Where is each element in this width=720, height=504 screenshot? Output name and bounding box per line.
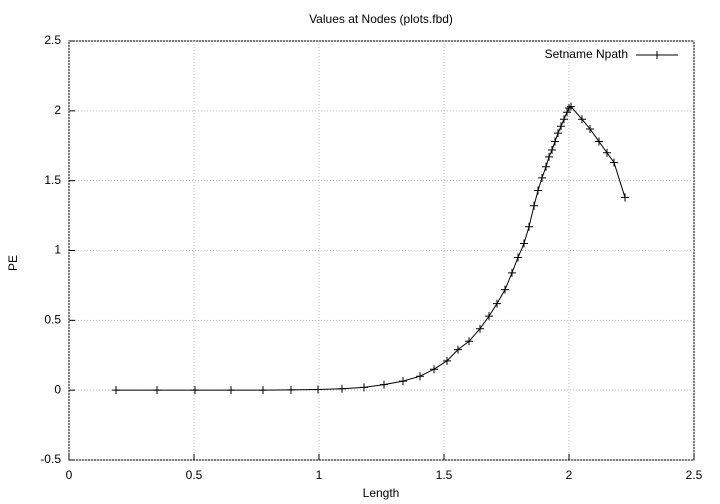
- point: [227, 386, 235, 395]
- point: [520, 239, 528, 248]
- y-tick-label: 0: [54, 382, 61, 396]
- point: [595, 137, 603, 146]
- point: [565, 104, 573, 113]
- point: [545, 152, 553, 161]
- point: [191, 386, 199, 395]
- point: [508, 268, 516, 277]
- point: [578, 115, 586, 124]
- point: [287, 385, 295, 394]
- point: [360, 383, 368, 392]
- point: [399, 377, 407, 386]
- point: [560, 115, 568, 124]
- series-line: [116, 105, 626, 391]
- point: [476, 324, 484, 333]
- point: [501, 285, 509, 294]
- point: [314, 385, 322, 394]
- point: [259, 386, 267, 395]
- y-tick-label: -0.5: [40, 452, 61, 466]
- point: [567, 102, 575, 111]
- x-tick-label: 2.5: [686, 468, 703, 482]
- legend-label: Setname Npath: [545, 47, 628, 61]
- point: [551, 137, 559, 146]
- point: [557, 122, 565, 131]
- legend-marker: [653, 51, 661, 59]
- point: [112, 386, 120, 395]
- x-axis-label: Length: [363, 486, 400, 500]
- point: [493, 299, 501, 308]
- point: [443, 356, 451, 365]
- point: [380, 380, 388, 389]
- y-tick-label: 2: [54, 103, 61, 117]
- point: [603, 148, 611, 157]
- point: [514, 253, 522, 262]
- y-tick-label: 1.5: [44, 173, 61, 187]
- y-axis-label: PE: [6, 255, 20, 271]
- point: [416, 372, 424, 381]
- x-tick-label: 0.5: [186, 468, 203, 482]
- y-tick-label: 0.5: [44, 313, 61, 327]
- point: [610, 158, 618, 167]
- point: [534, 186, 542, 195]
- point: [485, 312, 493, 321]
- y-tick-label: 1: [54, 243, 61, 257]
- y-tick-label: 2.5: [44, 33, 61, 47]
- x-tick-label: 1: [316, 468, 323, 482]
- point: [554, 129, 562, 138]
- point: [548, 145, 556, 154]
- point: [454, 345, 462, 354]
- point: [338, 384, 346, 393]
- x-tick-label: 2: [566, 468, 573, 482]
- point: [538, 173, 546, 182]
- x-tick-label: 0: [66, 468, 73, 482]
- point: [465, 337, 473, 346]
- point: [542, 162, 550, 171]
- point: [621, 193, 629, 202]
- point: [525, 222, 533, 231]
- point: [430, 365, 438, 374]
- point: [563, 108, 571, 117]
- x-tick-label: 1.5: [436, 468, 453, 482]
- point: [153, 386, 161, 395]
- point: [530, 201, 538, 210]
- chart-title: Values at Nodes (plots.fbd): [309, 12, 453, 26]
- point: [586, 124, 594, 133]
